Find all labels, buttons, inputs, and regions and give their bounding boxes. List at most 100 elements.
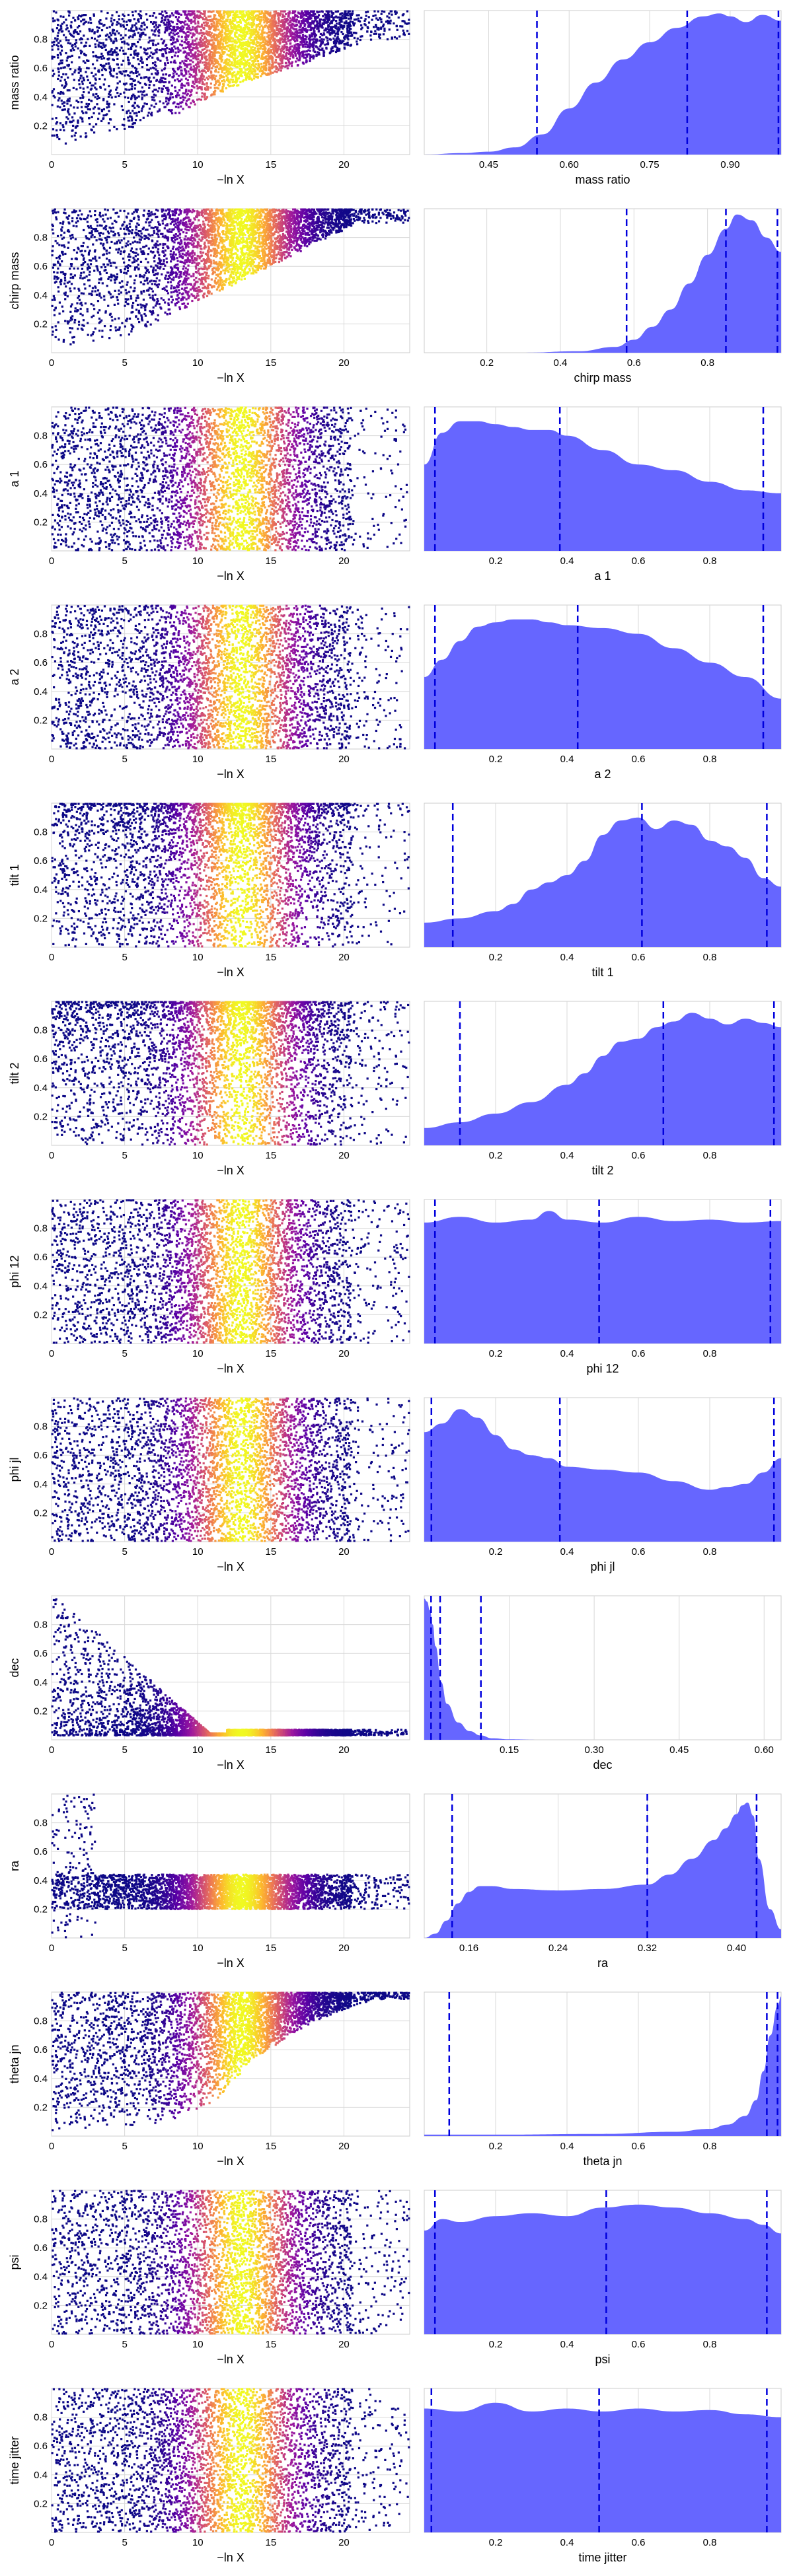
posterior-xlabel: tilt 1	[591, 966, 613, 979]
trace-ylabel: phi jl	[8, 1457, 21, 1482]
posterior-xlabel: tilt 2	[591, 1164, 613, 1177]
trace-ytick-label: 0.4	[34, 1677, 48, 1688]
posterior-density-area	[424, 214, 781, 353]
trace-ytick-label: 0.8	[34, 1223, 48, 1234]
posterior-plot-mass-ratio: 0.45 0.60 0.75 0.90 mass ratio	[424, 10, 782, 186]
trace-xtick-label: 15	[265, 1943, 276, 1954]
trace-ytick-label: 0.8	[34, 233, 48, 244]
posterior-xtick-label: 0.6	[632, 2537, 646, 2548]
trace-xtick-label: 5	[122, 2537, 127, 2548]
posterior-xtick-label: 0.15	[500, 1744, 519, 1756]
trace-xtick-label: 0	[49, 555, 54, 567]
posterior-density-area	[424, 1996, 781, 2136]
trace-xtick-label: 15	[265, 357, 276, 369]
posterior-xtick-label: 0.8	[703, 1150, 717, 1161]
trace-ytick-label: 0.4	[34, 1875, 48, 1886]
posterior-density-area	[424, 1598, 781, 1740]
posterior-xtick-label: 0.6	[632, 555, 646, 567]
posterior-xlabel: dec	[593, 1758, 612, 1771]
posterior-xtick-label: 0.90	[720, 159, 739, 170]
posterior-xtick-label: 0.2	[489, 555, 503, 567]
posterior-xtick-label: 0.6	[632, 2141, 646, 2152]
posterior-xtick-label: 0.4	[560, 1546, 574, 1557]
trace-ytick-label: 0.4	[34, 290, 48, 301]
trace-ytick-label: 0.2	[34, 715, 48, 726]
trace-xtick-label: 5	[122, 2339, 127, 2350]
trace-ytick-label: 0.6	[34, 1450, 48, 1461]
posterior-plot-dec: 0.15 0.30 0.45 0.60 dec	[424, 1595, 782, 1771]
posterior-xtick-label: 0.8	[703, 1348, 717, 1359]
posterior-xtick-label: 0.30	[585, 1744, 604, 1756]
trace-xtick-label: 20	[338, 2339, 350, 2350]
posterior-xtick-label: 0.8	[703, 952, 717, 963]
posterior-xtick-label: 0.2	[489, 1150, 503, 1161]
trace-ytick-label: 0.6	[34, 63, 48, 74]
trace-xtick-label: 20	[338, 357, 350, 369]
trace-ytick-label: 0.6	[34, 2441, 48, 2452]
posterior-xtick-label: 0.2	[489, 754, 503, 765]
posterior-plot-time-jitter: 0.2 0.4 0.6 0.8 time jitter	[424, 2388, 782, 2564]
trace-xtick-label: 20	[338, 952, 350, 963]
trace-xtick-label: 5	[122, 555, 127, 567]
trace-ytick-label: 0.6	[34, 1846, 48, 1857]
trace-xtick-label: 10	[192, 1744, 204, 1756]
trace-xtick-label: 10	[192, 555, 204, 567]
posterior-xtick-label: 0.16	[459, 1943, 478, 1954]
trace-xtick-label: 15	[265, 952, 276, 963]
trace-ytick-label: 0.6	[34, 2242, 48, 2254]
trace-plot-tilt-2: 0 5 10 15 20 0.2 0.4 0.6 0.8 −ln X tilt 2	[8, 1001, 410, 1177]
trace-ytick-label: 0.4	[34, 686, 48, 698]
trace-ytick-label: 0.8	[34, 431, 48, 442]
posterior-density-area	[424, 1013, 781, 1145]
trace-xtick-label: 15	[265, 1546, 276, 1557]
trace-xtick-label: 10	[192, 1943, 204, 1954]
posterior-xlabel: phi 12	[586, 1362, 619, 1375]
trace-points	[51, 1598, 408, 1737]
trace-xlabel: −ln X	[217, 768, 245, 781]
trace-ytick-label: 0.4	[34, 1083, 48, 1094]
posterior-xlabel: chirp mass	[574, 371, 631, 384]
trace-xtick-label: 10	[192, 2141, 204, 2152]
trace-xtick-label: 0	[49, 754, 54, 765]
trace-points	[51, 2190, 410, 2335]
posterior-plot-phi-12: 0.2 0.4 0.6 0.8 phi 12	[424, 1199, 782, 1375]
posterior-xtick-label: 0.4	[560, 2141, 574, 2152]
trace-xtick-label: 0	[49, 2339, 54, 2350]
trace-points	[51, 406, 408, 552]
trace-plot-ra: 0 5 10 15 20 0.2 0.4 0.6 0.8 −ln X ra	[8, 1793, 410, 1970]
trace-ytick-label: 0.2	[34, 1904, 48, 1915]
trace-points	[51, 208, 410, 345]
trace-xtick-label: 15	[265, 1348, 276, 1359]
posterior-xtick-label: 0.60	[560, 159, 579, 170]
trace-ytick-label: 0.2	[34, 318, 48, 330]
posterior-xtick-label: 0.8	[703, 1546, 717, 1557]
trace-xtick-label: 20	[338, 1744, 350, 1756]
trace-ytick-label: 0.2	[34, 2498, 48, 2509]
trace-xtick-label: 0	[49, 1348, 54, 1359]
posterior-plot-ra: 0.16 0.24 0.32 0.40 ra	[424, 1793, 782, 1970]
trace-xtick-label: 0	[49, 952, 54, 963]
posterior-xlabel: theta jn	[583, 2155, 622, 2168]
trace-xlabel: −ln X	[217, 2353, 245, 2366]
trace-ytick-label: 0.6	[34, 1252, 48, 1263]
trace-plot-theta-jn: 0 5 10 15 20 0.2 0.4 0.6 0.8 −ln X theta jn	[8, 1991, 410, 2168]
trace-ytick-label: 0.8	[34, 827, 48, 838]
trace-xlabel: −ln X	[217, 1164, 245, 1177]
posterior-xtick-label: 0.8	[703, 2339, 717, 2350]
posterior-axes-frame	[424, 1595, 782, 1740]
trace-ytick-label: 0.4	[34, 92, 48, 103]
trace-points	[51, 10, 410, 145]
trace-ylabel: dec	[8, 1658, 21, 1677]
trace-ytick-label: 0.2	[34, 1705, 48, 1717]
trace-xtick-label: 0	[49, 1150, 54, 1161]
trace-xtick-label: 5	[122, 754, 127, 765]
posterior-xtick-label: 0.32	[638, 1943, 657, 1954]
posterior-xtick-label: 0.24	[548, 1943, 568, 1954]
trace-points	[51, 1991, 410, 2131]
trace-xtick-label: 15	[265, 2339, 276, 2350]
trace-xtick-label: 15	[265, 754, 276, 765]
trace-plot-chirp-mass: 0 5 10 15 20 0.2 0.4 0.6 0.8 −ln X chirp mass	[8, 208, 410, 384]
trace-ytick-label: 0.6	[34, 855, 48, 867]
posterior-xtick-label: 0.45	[669, 1744, 689, 1756]
trace-xtick-label: 5	[122, 357, 127, 369]
